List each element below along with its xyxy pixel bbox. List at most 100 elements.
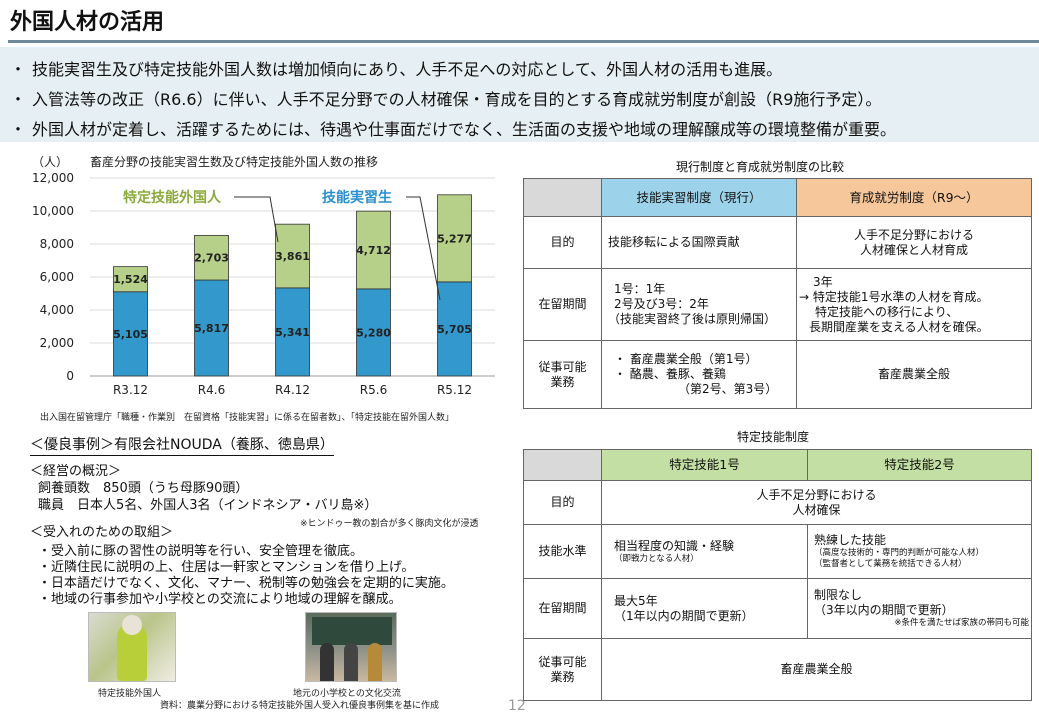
bullet-text: 技能実習生及び特定技能外国人数は増加傾向にあり、人手不足への対応として、外国人材…: [32, 60, 783, 79]
cell-line: ・ 酪農、養豚、養鶏: [614, 367, 726, 381]
y-tick-label: 8,000: [40, 237, 74, 251]
bar-jisshu: [113, 291, 148, 377]
tokutei-table: 特定技能1号 特定技能2号 目的 人手不足分野における 人材確保 技能水準 相当…: [523, 449, 1032, 701]
cell-line: 人手不足分野における: [853, 227, 974, 242]
bullet-marker: ・: [10, 60, 27, 79]
y-tick-label: 2,000: [40, 336, 74, 350]
overview-line: 職員 日本人5名、外国人3名（インドネシア・バリ島※）: [38, 498, 378, 513]
cell-line: → 特定技能1号水準の人材を育成。: [799, 289, 989, 304]
table-row: 特定技能1号 特定技能2号: [523, 449, 1032, 481]
photo2-caption: 地元の小学校との文化交流: [293, 689, 401, 699]
bar-value-label: 5,705: [437, 323, 472, 336]
row-label: 従事可能 業務: [523, 638, 602, 701]
efforts-heading: ＜受入れのための取組＞: [30, 525, 174, 540]
cell-line: 1号：1年: [614, 282, 666, 296]
cell-value: 1号：1年 2号及び3号：2年 （技能実習終了後は原則帰国）: [601, 268, 797, 341]
header-current-system: 技能実習制度（現行）: [601, 178, 797, 217]
cell-value: 人手不足分野における 人材確保: [601, 480, 1032, 525]
bar-value-label: 4,712: [356, 244, 391, 257]
x-tick-label: R5.12: [437, 383, 472, 397]
table-row: 技能実習制度（現行） 育成就労制度（R9～）: [523, 178, 1032, 217]
row-label: 在留期間: [523, 578, 602, 639]
cell-line: 人材確保: [792, 502, 841, 517]
bar-value-label: 3,861: [275, 250, 310, 263]
bullet-marker: ・: [10, 90, 27, 109]
x-tick-label: R4.12: [275, 383, 310, 397]
header-tokutei-1: 特定技能1号: [601, 449, 808, 481]
cell-line: （技能実習終了後は原則帰国）: [608, 312, 777, 326]
table-row: 目的 技能移転による国際貢献 人手不足分野における 人材確保と人材育成: [523, 216, 1032, 269]
photo-person: [320, 643, 334, 681]
overview-line: 飼養頭数 850頭（うち母豚90頭）: [38, 481, 249, 496]
bar-tokutei: [356, 210, 391, 290]
compare-table: 技能実習制度（現行） 育成就労制度（R9～） 目的 技能移転による国際貢献 人手…: [523, 178, 1032, 409]
header-blank-cell: [523, 449, 602, 481]
bar-tokutei: [437, 194, 472, 283]
bar-tokutei: [275, 223, 310, 289]
bar-value-label: 5,280: [356, 326, 391, 339]
row-label: 技能水準: [523, 524, 602, 579]
cell-value: 最大5年 （1年以内の期間で更新）: [601, 578, 808, 639]
bullet-item: ・入管法等の改正（R6.6）に伴い、人手不足分野での人材確保・育成を目的とする育…: [10, 86, 881, 110]
table-row: 在留期間 最大5年 （1年以内の期間で更新） 制限なし （3年以内の期間で更新）…: [523, 578, 1032, 639]
x-tick-label: R5.6: [360, 383, 387, 397]
table-row: 従事可能 業務 畜産農業全般: [523, 638, 1032, 701]
table-row: 従事可能 業務 ・ 畜産農業全般（第1号） ・ 酪農、養豚、養鶏 （第2号、第3…: [523, 340, 1032, 409]
bar-value-label: 1,524: [113, 273, 148, 286]
compare-table-title: 現行制度と育成就労制度の比較: [676, 160, 845, 174]
y-tick-label: 12,000: [32, 171, 74, 185]
cell-line: 3年: [813, 274, 833, 289]
photo-school-exchange: [305, 612, 397, 682]
effort-item: ・日本語だけでなく、文化、マナー、税制等の勉強会を定期的に実施。: [38, 576, 454, 591]
cell-line: 人材確保と人材育成: [859, 242, 968, 257]
bar-value-label: 5,105: [113, 328, 148, 341]
bar-value-label: 2,703: [194, 252, 229, 265]
table-row: 目的 人手不足分野における 人材確保: [523, 480, 1032, 525]
bar-jisshu: [437, 281, 472, 377]
cell-value: 技能移転による国際貢献: [601, 216, 797, 269]
case-source: 資料：農業分野における特定技能外国人受入れ優良事例集を基に作成: [160, 701, 440, 711]
label-line: 従事可能: [538, 654, 587, 669]
y-tick-label: 4,000: [40, 303, 74, 317]
bullet-marker: ・: [10, 120, 27, 139]
cell-subline: （監督者として業務を統括できる人材）: [814, 559, 967, 569]
bar-tokutei: [113, 266, 148, 293]
row-label: 目的: [523, 480, 602, 525]
cell-subline: （高度な技術的・専門的判断が可能な人材）: [814, 548, 985, 559]
cell-line: 特定技能への移行により、: [815, 304, 959, 319]
bar-jisshu: [356, 288, 391, 377]
bar-tokutei: [194, 235, 229, 281]
overview-note: ※ヒンドゥー教の割合が多く豚肉文化が浸透: [300, 519, 479, 529]
effort-item: ・近隣住民に説明の上、住居は一軒家とマンションを借り上げ。: [38, 560, 415, 575]
cell-line: （1年以内の期間で更新）: [614, 608, 754, 623]
cell-line: 長期間産業を支える人材を確保。: [809, 319, 989, 334]
bullet-text: 入管法等の改正（R6.6）に伴い、人手不足分野での人材確保・育成を目的とする育成…: [32, 90, 882, 109]
stacked-bar-chart: 0 2,000 4,000 6,000 8,000 10,000 12,000 （人） 畜産分野…: [0, 150, 510, 430]
cell-line: 相当程度の知識・経験: [614, 538, 735, 553]
bullet-text: 外国人材が定着し、活躍するためには、待遇や仕事面だけでなく、生活面の支援や地域の…: [32, 120, 897, 139]
tokutei-table-title: 特定技能制度: [737, 430, 810, 444]
legend-leader-jisshu: [406, 196, 441, 301]
header-blank-cell: [523, 178, 602, 217]
photo-person: [368, 643, 382, 681]
cell-value: 畜産農業全般: [796, 340, 1032, 409]
cell-subline: （即戦力となる人材）: [614, 553, 699, 564]
case-heading: ＜優良事例＞有限会社NOUDA（養豚、徳島県）: [30, 434, 334, 456]
cell-line: 熟練した技能: [814, 533, 887, 548]
table-row: 在留期間 1号：1年 2号及び3号：2年 （技能実習終了後は原則帰国） 3年 →…: [523, 268, 1032, 341]
cell-value: ・ 畜産農業全般（第1号） ・ 酪農、養豚、養鶏 （第2号、第3号）: [601, 340, 797, 409]
title-underline: [8, 40, 1039, 43]
bar-value-label: 5,817: [194, 322, 229, 335]
row-label: 目的: [523, 216, 602, 269]
effort-item: ・受入前に豚の習性の説明等を行い、安全管理を徹底。: [38, 544, 364, 559]
cell-line: （第2号、第3号）: [678, 382, 778, 396]
cell-value: 3年 → 特定技能1号水準の人材を育成。 特定技能への移行により、 長期間産業を…: [796, 268, 1032, 341]
cell-value: 人手不足分野における 人材確保と人材育成: [796, 216, 1032, 269]
y-tick-label: 6,000: [40, 270, 74, 284]
cell-line: 最大5年: [614, 593, 658, 608]
period-note: ※条件を満たせば家族の帯同も可能: [894, 618, 1029, 629]
chart-svg: 0 2,000 4,000 6,000 8,000 10,000 12,000 （人） 畜産分野…: [32, 154, 495, 397]
chart-source: 出入国在留管理庁「職種・作業別 在留資格「技能実習」に係る在留者数」、「特定技能…: [40, 413, 455, 423]
label-line: 従事可能: [538, 359, 587, 374]
cell-line: 人手不足分野における: [756, 487, 877, 502]
